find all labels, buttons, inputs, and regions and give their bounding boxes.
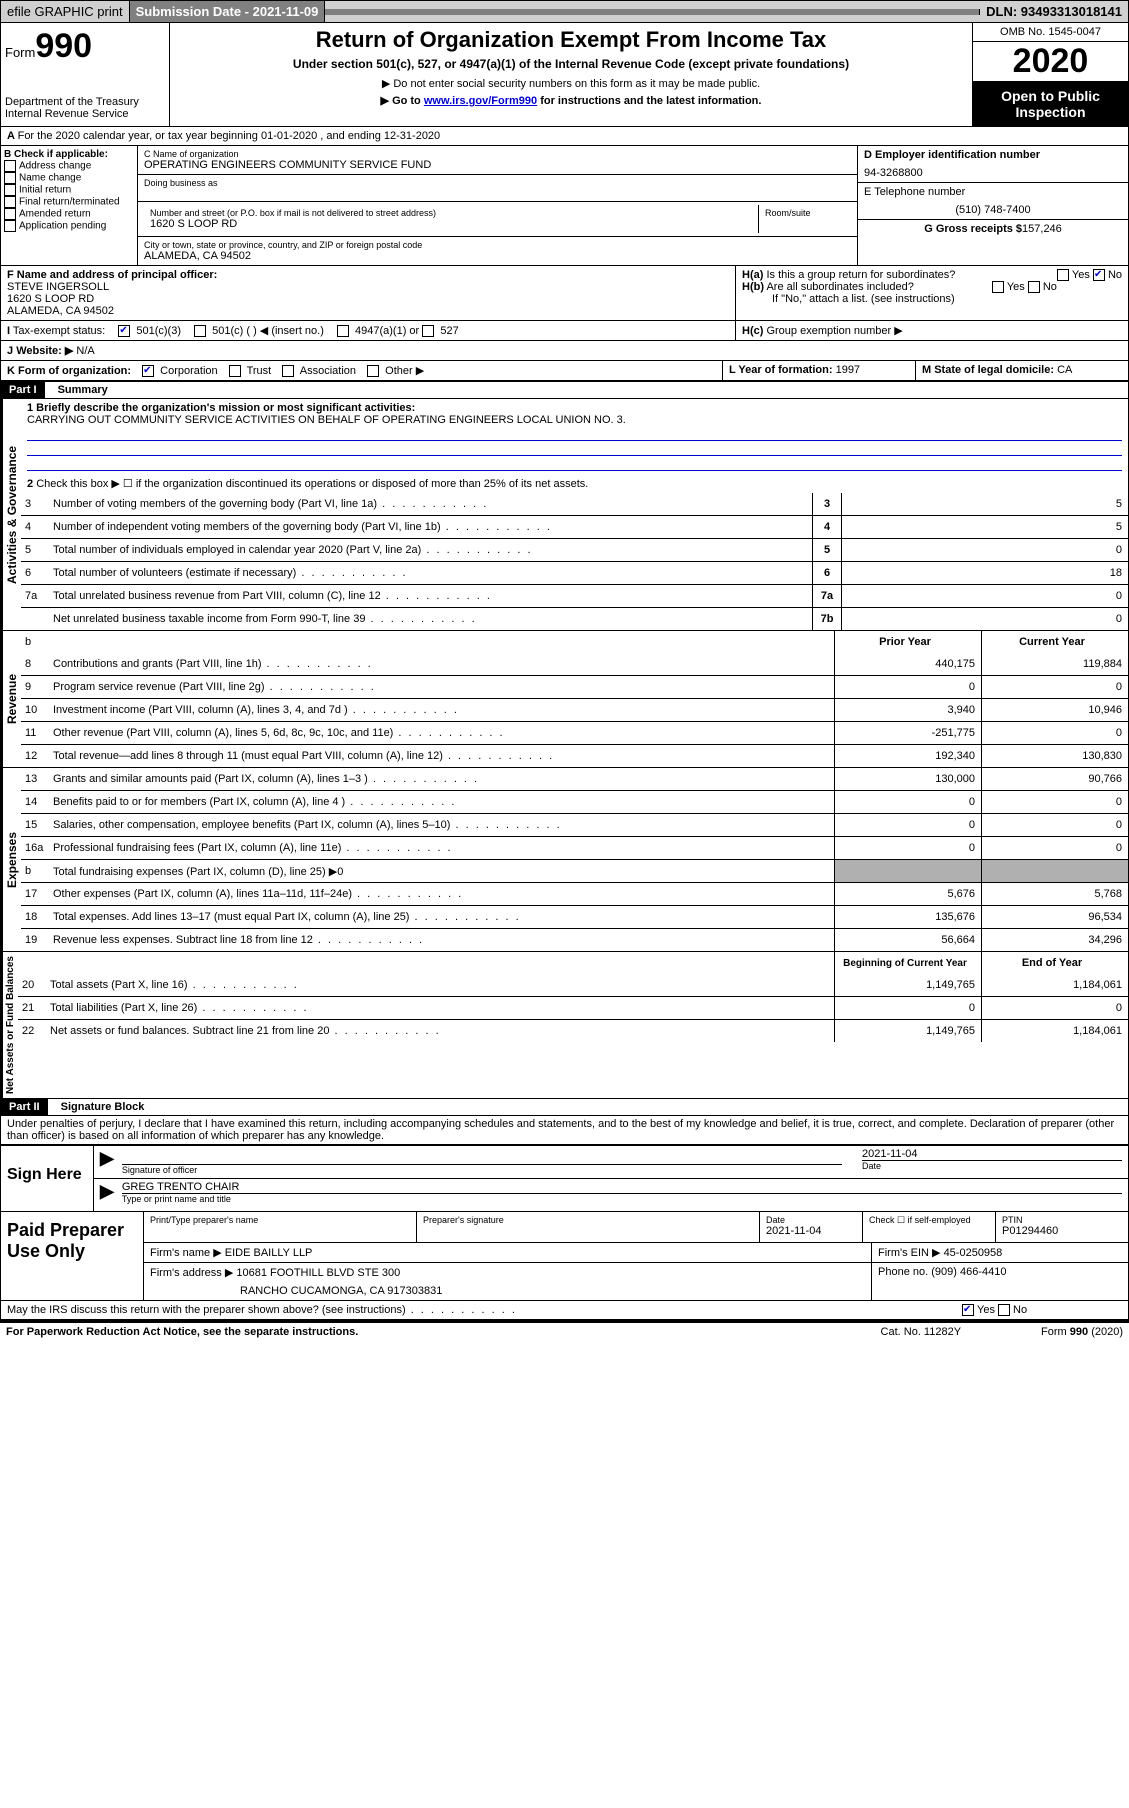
sign-here-block: Sign Here ▶ Signature of officer 2021-11… [1, 1144, 1128, 1211]
header-right: OMB No. 1545-0047 2020 Open to Public In… [972, 23, 1128, 126]
summary-line: 14 Benefits paid to or for members (Part… [21, 790, 1128, 813]
line-a: A For the 2020 calendar year, or tax yea… [1, 127, 1128, 146]
open-to-public: Open to Public Inspection [973, 82, 1128, 126]
paid-preparer-block: Paid Preparer Use Only Print/Type prepar… [1, 1211, 1128, 1300]
instructions-link[interactable]: www.irs.gov/Form990 [424, 95, 537, 107]
summary-line: 5 Total number of individuals employed i… [21, 538, 1128, 561]
dln-label: DLN: 93493313018141 [980, 1, 1128, 22]
side-label-netassets: Net Assets or Fund Balances [1, 952, 18, 1098]
gross-receipts: 157,246 [1022, 223, 1062, 235]
summary-line: 15 Salaries, other compensation, employe… [21, 813, 1128, 836]
top-toolbar: efile GRAPHIC print Submission Date - 20… [0, 0, 1129, 23]
summary-line: 3 Number of voting members of the govern… [21, 493, 1128, 515]
header-center: Return of Organization Exempt From Incom… [170, 23, 972, 126]
perjury-statement: Under penalties of perjury, I declare th… [1, 1116, 1128, 1144]
summary-line: 8 Contributions and grants (Part VIII, l… [21, 653, 1128, 675]
name-address: C Name of organization OPERATING ENGINEE… [138, 146, 857, 265]
ein-phone: D Employer identification number 94-3268… [857, 146, 1128, 265]
form-title: Return of Organization Exempt From Incom… [174, 27, 968, 53]
header-left: Form990 Department of the Treasury Inter… [1, 23, 170, 126]
phone-value: (510) 748-7400 [864, 204, 1122, 216]
summary-line: 18 Total expenses. Add lines 13–17 (must… [21, 905, 1128, 928]
tax-year: 2020 [973, 41, 1128, 82]
summary-line: 20 Total assets (Part X, line 16) 1,149,… [18, 974, 1128, 996]
form-header: Form990 Department of the Treasury Inter… [1, 23, 1128, 127]
summary-line: 10 Investment income (Part VIII, column … [21, 698, 1128, 721]
summary-governance: Activities & Governance 1 Briefly descri… [1, 399, 1128, 630]
arrow-icon: ▶ [100, 1148, 114, 1176]
summary-line: 13 Grants and similar amounts paid (Part… [21, 768, 1128, 790]
side-label-governance: Activities & Governance [1, 399, 21, 630]
submission-date-button[interactable]: Submission Date - 2021-11-09 [130, 1, 326, 22]
org-info-block: B Check if applicable: Address change Na… [1, 146, 1128, 266]
irs-discuss-row: May the IRS discuss this return with the… [1, 1300, 1128, 1320]
summary-line: 17 Other expenses (Part IX, column (A), … [21, 882, 1128, 905]
firm-name: EIDE BAILLY LLP [225, 1247, 313, 1259]
summary-line: 11 Other revenue (Part VIII, column (A),… [21, 721, 1128, 744]
paid-preparer-label: Paid Preparer Use Only [1, 1212, 144, 1300]
summary-line: 12 Total revenue—add lines 8 through 11 … [21, 744, 1128, 767]
summary-netassets: Net Assets or Fund Balances Beginning of… [1, 951, 1128, 1098]
ptin-value: P01294460 [1002, 1225, 1122, 1237]
spacer-button [325, 9, 980, 15]
summary-line: 4 Number of independent voting members o… [21, 515, 1128, 538]
form-container: Form990 Department of the Treasury Inter… [0, 23, 1129, 1321]
side-label-expenses: Expenses [1, 768, 21, 951]
summary-line: 22 Net assets or fund balances. Subtract… [18, 1019, 1128, 1042]
arrow-icon: ▶ [100, 1181, 114, 1209]
page-footer: For Paperwork Reduction Act Notice, see … [0, 1323, 1129, 1341]
part1-header: Part I Summary [1, 381, 1128, 399]
check-if-applicable: B Check if applicable: Address change Na… [1, 146, 138, 265]
summary-line: 19 Revenue less expenses. Subtract line … [21, 928, 1128, 951]
summary-revenue: Revenue b Prior Year Current Year 8 Cont… [1, 630, 1128, 767]
summary-expenses: Expenses 13 Grants and similar amounts p… [1, 767, 1128, 951]
city-state-zip: ALAMEDA, CA 94502 [144, 250, 851, 262]
org-name: OPERATING ENGINEERS COMMUNITY SERVICE FU… [144, 159, 851, 171]
officer-name: GREG TRENTO CHAIR [122, 1181, 1122, 1193]
ein-value: 94-3268800 [864, 167, 1122, 179]
website-row: J Website: ▶ N/A [1, 341, 1128, 361]
street-address: 1620 S LOOP RD [150, 218, 752, 230]
side-label-revenue: Revenue [1, 631, 21, 767]
tax-status-row: I Tax-exempt status: 501(c)(3) 501(c) ( … [1, 321, 1128, 341]
efile-label: efile GRAPHIC print [1, 1, 130, 22]
form-org-row: K Form of organization: Corporation Trus… [1, 361, 1128, 381]
summary-line: 21 Total liabilities (Part X, line 26) 0… [18, 996, 1128, 1019]
summary-line: Net unrelated business taxable income fr… [21, 607, 1128, 630]
summary-line: 6 Total number of volunteers (estimate i… [21, 561, 1128, 584]
summary-line: 9 Program service revenue (Part VIII, li… [21, 675, 1128, 698]
summary-line: 16a Professional fundraising fees (Part … [21, 836, 1128, 859]
sign-here-label: Sign Here [1, 1146, 94, 1211]
summary-line: b Total fundraising expenses (Part IX, c… [21, 859, 1128, 882]
part2-header: Part II Signature Block [1, 1098, 1128, 1116]
summary-line: 7a Total unrelated business revenue from… [21, 584, 1128, 607]
mission-text: CARRYING OUT COMMUNITY SERVICE ACTIVITIE… [27, 414, 1122, 426]
sign-date: 2021-11-04 [862, 1148, 1122, 1160]
officer-row: F Name and address of principal officer:… [1, 266, 1128, 321]
